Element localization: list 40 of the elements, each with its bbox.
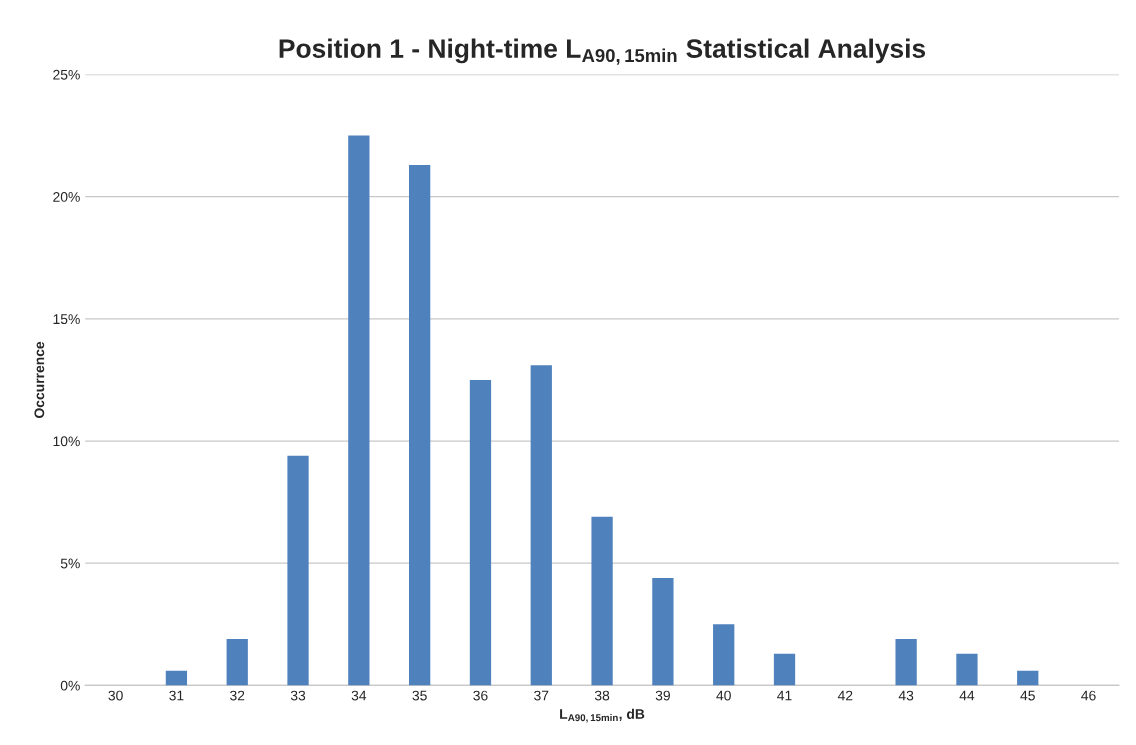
y-tick-label: 20% <box>53 192 80 202</box>
x-tick-label: 40 <box>716 690 731 701</box>
x-tick-label: 38 <box>594 690 610 701</box>
y-tick-label: 25% <box>53 69 80 80</box>
chart-title: Position 1 - Night-time L$_{A90,15min}$ Statistical Analysis <box>279 38 926 65</box>
x-tick-label: 42 <box>837 690 853 701</box>
bar <box>226 638 248 686</box>
y-axis-title: Occurrence <box>34 341 45 418</box>
x-tick-label: 39 <box>655 690 670 701</box>
y-tick-label: 15% <box>53 314 80 325</box>
y-tick-label: 10% <box>53 436 80 447</box>
x-tick-label: 33 <box>290 690 306 701</box>
y-tick-label: 0% <box>60 680 80 691</box>
x-tick-label: 45 <box>1020 690 1035 701</box>
x-tick-label: 32 <box>230 690 245 701</box>
bar <box>409 164 431 686</box>
bar <box>1017 670 1039 686</box>
bar <box>287 455 309 686</box>
x-tick-label: 43 <box>898 690 914 701</box>
bar <box>348 135 370 686</box>
x-tick-label: 41 <box>777 690 792 701</box>
bar <box>469 379 492 686</box>
x-tick-label: 30 <box>108 690 123 701</box>
bar <box>895 638 917 686</box>
x-tick-label: 37 <box>534 690 549 701</box>
bar <box>652 577 674 686</box>
y-tick-label: 5% <box>60 558 80 569</box>
bar <box>591 516 613 686</box>
bar <box>165 670 188 686</box>
x-tick-label: 34 <box>351 690 367 701</box>
x-tick-label: 46 <box>1081 690 1096 701</box>
x-tick-label: 35 <box>412 690 427 701</box>
x-tick-label: 44 <box>959 690 975 701</box>
x-axis-title: L$_{A90,15min}$, dB <box>560 708 645 723</box>
bar <box>773 653 796 686</box>
bar <box>713 624 735 686</box>
bar <box>956 653 978 686</box>
x-tick-label: 31 <box>169 690 184 701</box>
x-tick-label: 36 <box>473 690 488 701</box>
bar <box>530 365 552 686</box>
